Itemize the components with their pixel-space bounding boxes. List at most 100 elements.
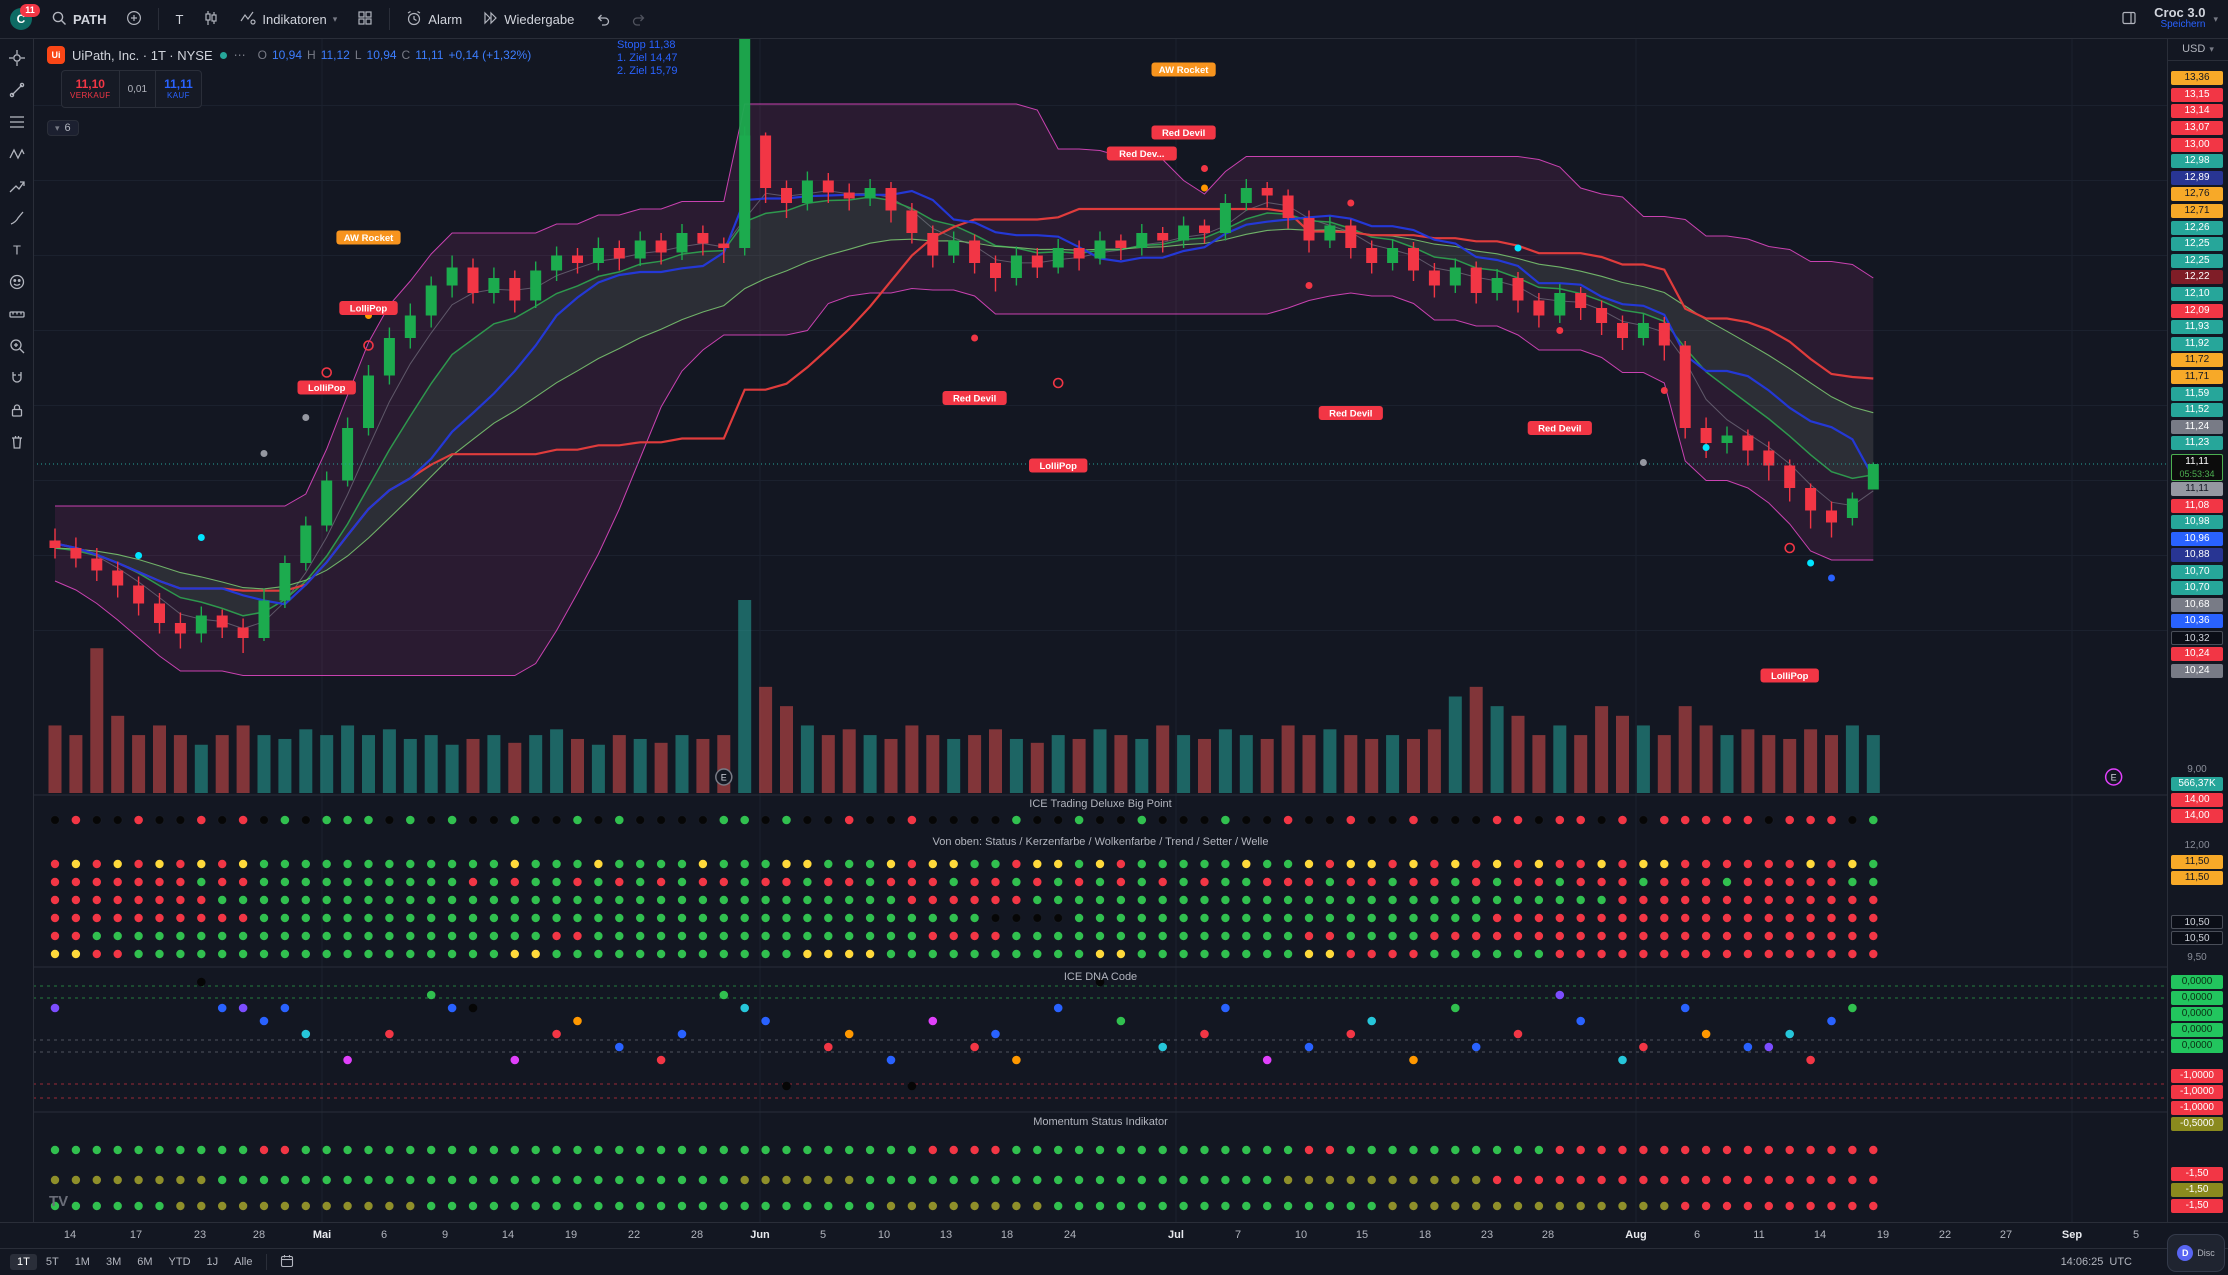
lock-tool[interactable] — [3, 396, 30, 423]
time-axis-label: 5 — [2132, 1229, 2140, 1241]
time-axis-label: 27 — [1999, 1229, 2013, 1241]
pattern-tool[interactable] — [3, 140, 30, 167]
price-label: 11,52 — [2171, 403, 2223, 417]
layout-name-block[interactable]: Croc 3.0 Speichern — [2154, 5, 2206, 31]
svg-text:LolliPop: LolliPop — [308, 383, 346, 394]
chart-type-button[interactable] — [194, 5, 228, 33]
magnet-tool[interactable] — [3, 364, 30, 391]
toolbar-separator — [389, 8, 391, 30]
symbol-search-text: PATH — [73, 11, 107, 27]
range-button-6m[interactable]: 6M — [137, 1256, 153, 1268]
price-label: 10,96 — [2171, 532, 2223, 546]
price-label: 11,08 — [2171, 499, 2223, 513]
add-symbol-button[interactable] — [117, 5, 151, 33]
clock[interactable]: 14:06:25 — [2060, 1256, 2104, 1268]
brush-tool[interactable] — [3, 204, 30, 231]
replay-button[interactable]: Wiedergabe — [473, 5, 583, 33]
svg-text:LolliPop: LolliPop — [1771, 671, 1809, 682]
price-label: 10,36 — [2171, 614, 2223, 628]
notification-badge: 11 — [20, 4, 40, 17]
zoom-tool[interactable] — [3, 332, 30, 359]
delete-drawings-tool[interactable] — [3, 428, 30, 455]
time-axis-label: 22 — [1938, 1229, 1952, 1241]
price-label: -1,50 — [2171, 1183, 2223, 1197]
price-label: 0,0000 — [2171, 1023, 2223, 1037]
buy-button[interactable]: 11,11 KAUF — [155, 71, 201, 107]
symbol-title[interactable]: UiPath, Inc. · 1T · NYSE — [72, 47, 213, 63]
sell-button[interactable]: 11,10 VERKAUF — [62, 71, 120, 107]
price-label: 13,14 — [2171, 104, 2223, 118]
forecast-tool[interactable] — [3, 172, 30, 199]
time-axis-label: 28 — [252, 1229, 266, 1241]
text-tool[interactable]: T — [3, 236, 30, 263]
target-annotation[interactable]: Stopp 11,38 1. Ziel 14,47 2. Ziel 15,79 — [617, 39, 678, 78]
timezone-label[interactable]: UTC — [2109, 1256, 2132, 1268]
price-labels: 13,36 13,15 13,14 13,07 13,00 12,98 12,89 12,76… — [2168, 38, 2228, 1222]
symbol-logo: Ui — [47, 46, 65, 64]
axis-scale-value: 12,00 — [2184, 840, 2210, 851]
time-axis-label: 28 — [690, 1229, 704, 1241]
indicators-button[interactable]: Indikatoren ▾ — [230, 5, 346, 33]
price-label: 11,72 — [2171, 353, 2223, 367]
range-button-alle[interactable]: Alle — [234, 1256, 253, 1268]
target1-line: 1. Ziel 14,47 — [617, 52, 678, 64]
layout-panel-button[interactable] — [2112, 5, 2146, 33]
close-label: C — [401, 48, 411, 62]
emoji-tool[interactable] — [3, 268, 30, 295]
price-label: 13,36 — [2171, 71, 2223, 85]
interval-label: T — [175, 11, 184, 27]
price-label: -1,50 — [2171, 1199, 2223, 1213]
price-label: 12,71 — [2171, 204, 2223, 218]
legend-more-icon[interactable]: ⋯ — [233, 48, 247, 62]
alert-button[interactable]: Alarm — [397, 5, 471, 33]
svg-text:TV: TV — [49, 1193, 68, 1210]
collapsed-indicators-button[interactable]: ▾ 6 — [47, 120, 79, 136]
layout-grid-button[interactable] — [348, 5, 382, 33]
range-button-1m[interactable]: 1M — [74, 1256, 90, 1268]
chart-area[interactable]: LolliPop LolliPop AW Rocket Red Devil LolliP… — [33, 38, 2168, 1222]
stop-line: Stopp 11,38 — [617, 39, 676, 51]
main-menu-button[interactable]: C 11 — [10, 4, 40, 32]
time-axis-label: 14 — [501, 1229, 515, 1241]
chart-canvas[interactable]: LolliPop LolliPop AW Rocket Red Devil LolliP… — [33, 38, 2168, 1222]
fibonacci-tool[interactable] — [3, 108, 30, 135]
chat-widget[interactable]: D Disc — [2167, 1234, 2225, 1272]
trend-line-tool[interactable] — [3, 76, 30, 103]
time-axis[interactable]: 14 17 23 28 Mai 6 9 14 19 22 28 Jun 5 10 13 18 24 Jul 7 10 1… — [0, 1222, 2228, 1249]
layout-name: Croc 3.0 — [2154, 5, 2206, 20]
svg-text:T: T — [13, 242, 21, 257]
save-layout-link[interactable]: Speichern — [2160, 19, 2206, 30]
low-value: 10,94 — [366, 48, 397, 62]
svg-text:AW Rocket: AW Rocket — [1159, 65, 1209, 76]
time-axis-label: 5 — [819, 1229, 827, 1241]
go-to-date-button[interactable] — [273, 1252, 301, 1273]
price-label: 0,0000 — [2171, 1007, 2223, 1021]
redo-button[interactable] — [622, 5, 657, 33]
time-axis-label: 6 — [1693, 1229, 1701, 1241]
topbar-right: Croc 3.0 Speichern ▾ — [2112, 5, 2218, 33]
measure-tool[interactable] — [3, 300, 30, 327]
alarm-clock-icon — [406, 10, 422, 29]
undo-button[interactable] — [585, 5, 620, 33]
crosshair-tool[interactable] — [3, 44, 30, 71]
interval-button[interactable]: T — [166, 5, 192, 33]
change-value: +0,14 (+1,32%) — [448, 48, 532, 62]
range-button-ytd[interactable]: YTD — [168, 1256, 191, 1268]
range-button-1t[interactable]: 1T — [10, 1254, 37, 1270]
price-label: 11,23 — [2171, 436, 2223, 450]
chevron-down-icon[interactable]: ▾ — [2213, 13, 2218, 24]
currency-selector[interactable]: USD ▾ — [2168, 38, 2228, 61]
price-label: 10,50 — [2171, 915, 2223, 929]
buy-label: KAUF — [166, 90, 190, 100]
price-axis[interactable]: USD ▾ 13,36 13,15 13,14 13,07 13,00 12,98 12,8… — [2167, 38, 2228, 1222]
range-button-5t[interactable]: 5T — [45, 1256, 59, 1268]
candlestick-icon — [203, 10, 219, 29]
price-label: -0,5000 — [2171, 1117, 2223, 1131]
axis-scale-value: 9,50 — [2187, 952, 2207, 963]
time-axis-label: 23 — [193, 1229, 207, 1241]
symbol-search-button[interactable]: PATH — [42, 5, 115, 33]
range-button-3m[interactable]: 3M — [105, 1256, 122, 1268]
range-button-1j[interactable]: 1J — [206, 1256, 219, 1268]
range-buttons: 1T 5T 1M 3M 6M YTD 1J Alle — [10, 1254, 260, 1270]
